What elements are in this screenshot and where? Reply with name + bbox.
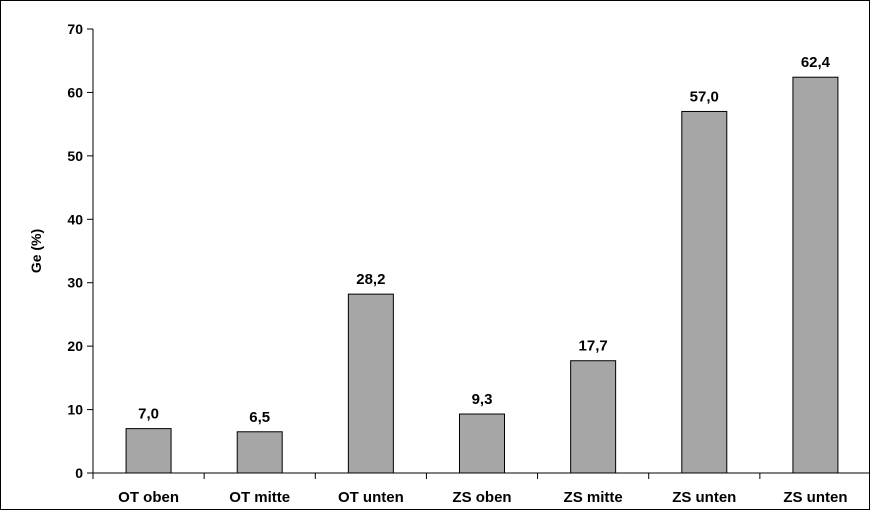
y-tick-label: 0 [75,465,83,481]
bar [571,361,616,473]
y-tick-label: 70 [67,21,83,37]
bar [348,294,393,473]
data-label: 28,2 [356,271,385,288]
x-tick-label: OT mitte [229,489,290,506]
bars [126,77,838,473]
y-tick-label: 60 [67,84,83,100]
bar [460,414,505,473]
data-label: 57,0 [690,88,719,105]
bar [793,77,838,473]
y-tick-label: 30 [67,275,83,291]
x-tick-label: OT oben [118,489,179,506]
data-label: 17,7 [579,338,608,355]
y-axis-ticks: 0 10 20 30 40 50 60 70 [67,21,93,481]
x-axis-labels: OT oben OT mitte OT unten ZS oben ZS mitte ZS… [93,473,870,506]
data-label: 62,4 [801,54,831,71]
y-tick-label: 40 [67,211,83,227]
bar [682,111,727,473]
data-label: 9,3 [472,391,493,408]
bar [237,432,282,473]
y-tick-label: 10 [67,402,83,418]
x-tick-label: ZS mitte [564,489,623,506]
y-axis-title: Ge (%) [28,229,44,273]
x-tick-label: ZS unten [672,489,736,506]
data-label: 7,0 [138,406,159,423]
x-tick-label: OT unten [338,489,404,506]
data-label: 6,5 [249,409,270,426]
x-tick-label: ZS oben [452,489,511,506]
bar [126,429,171,473]
y-tick-label: 50 [67,148,83,164]
y-tick-label: 20 [67,338,83,354]
x-tick-label: ZS unten [783,489,847,506]
